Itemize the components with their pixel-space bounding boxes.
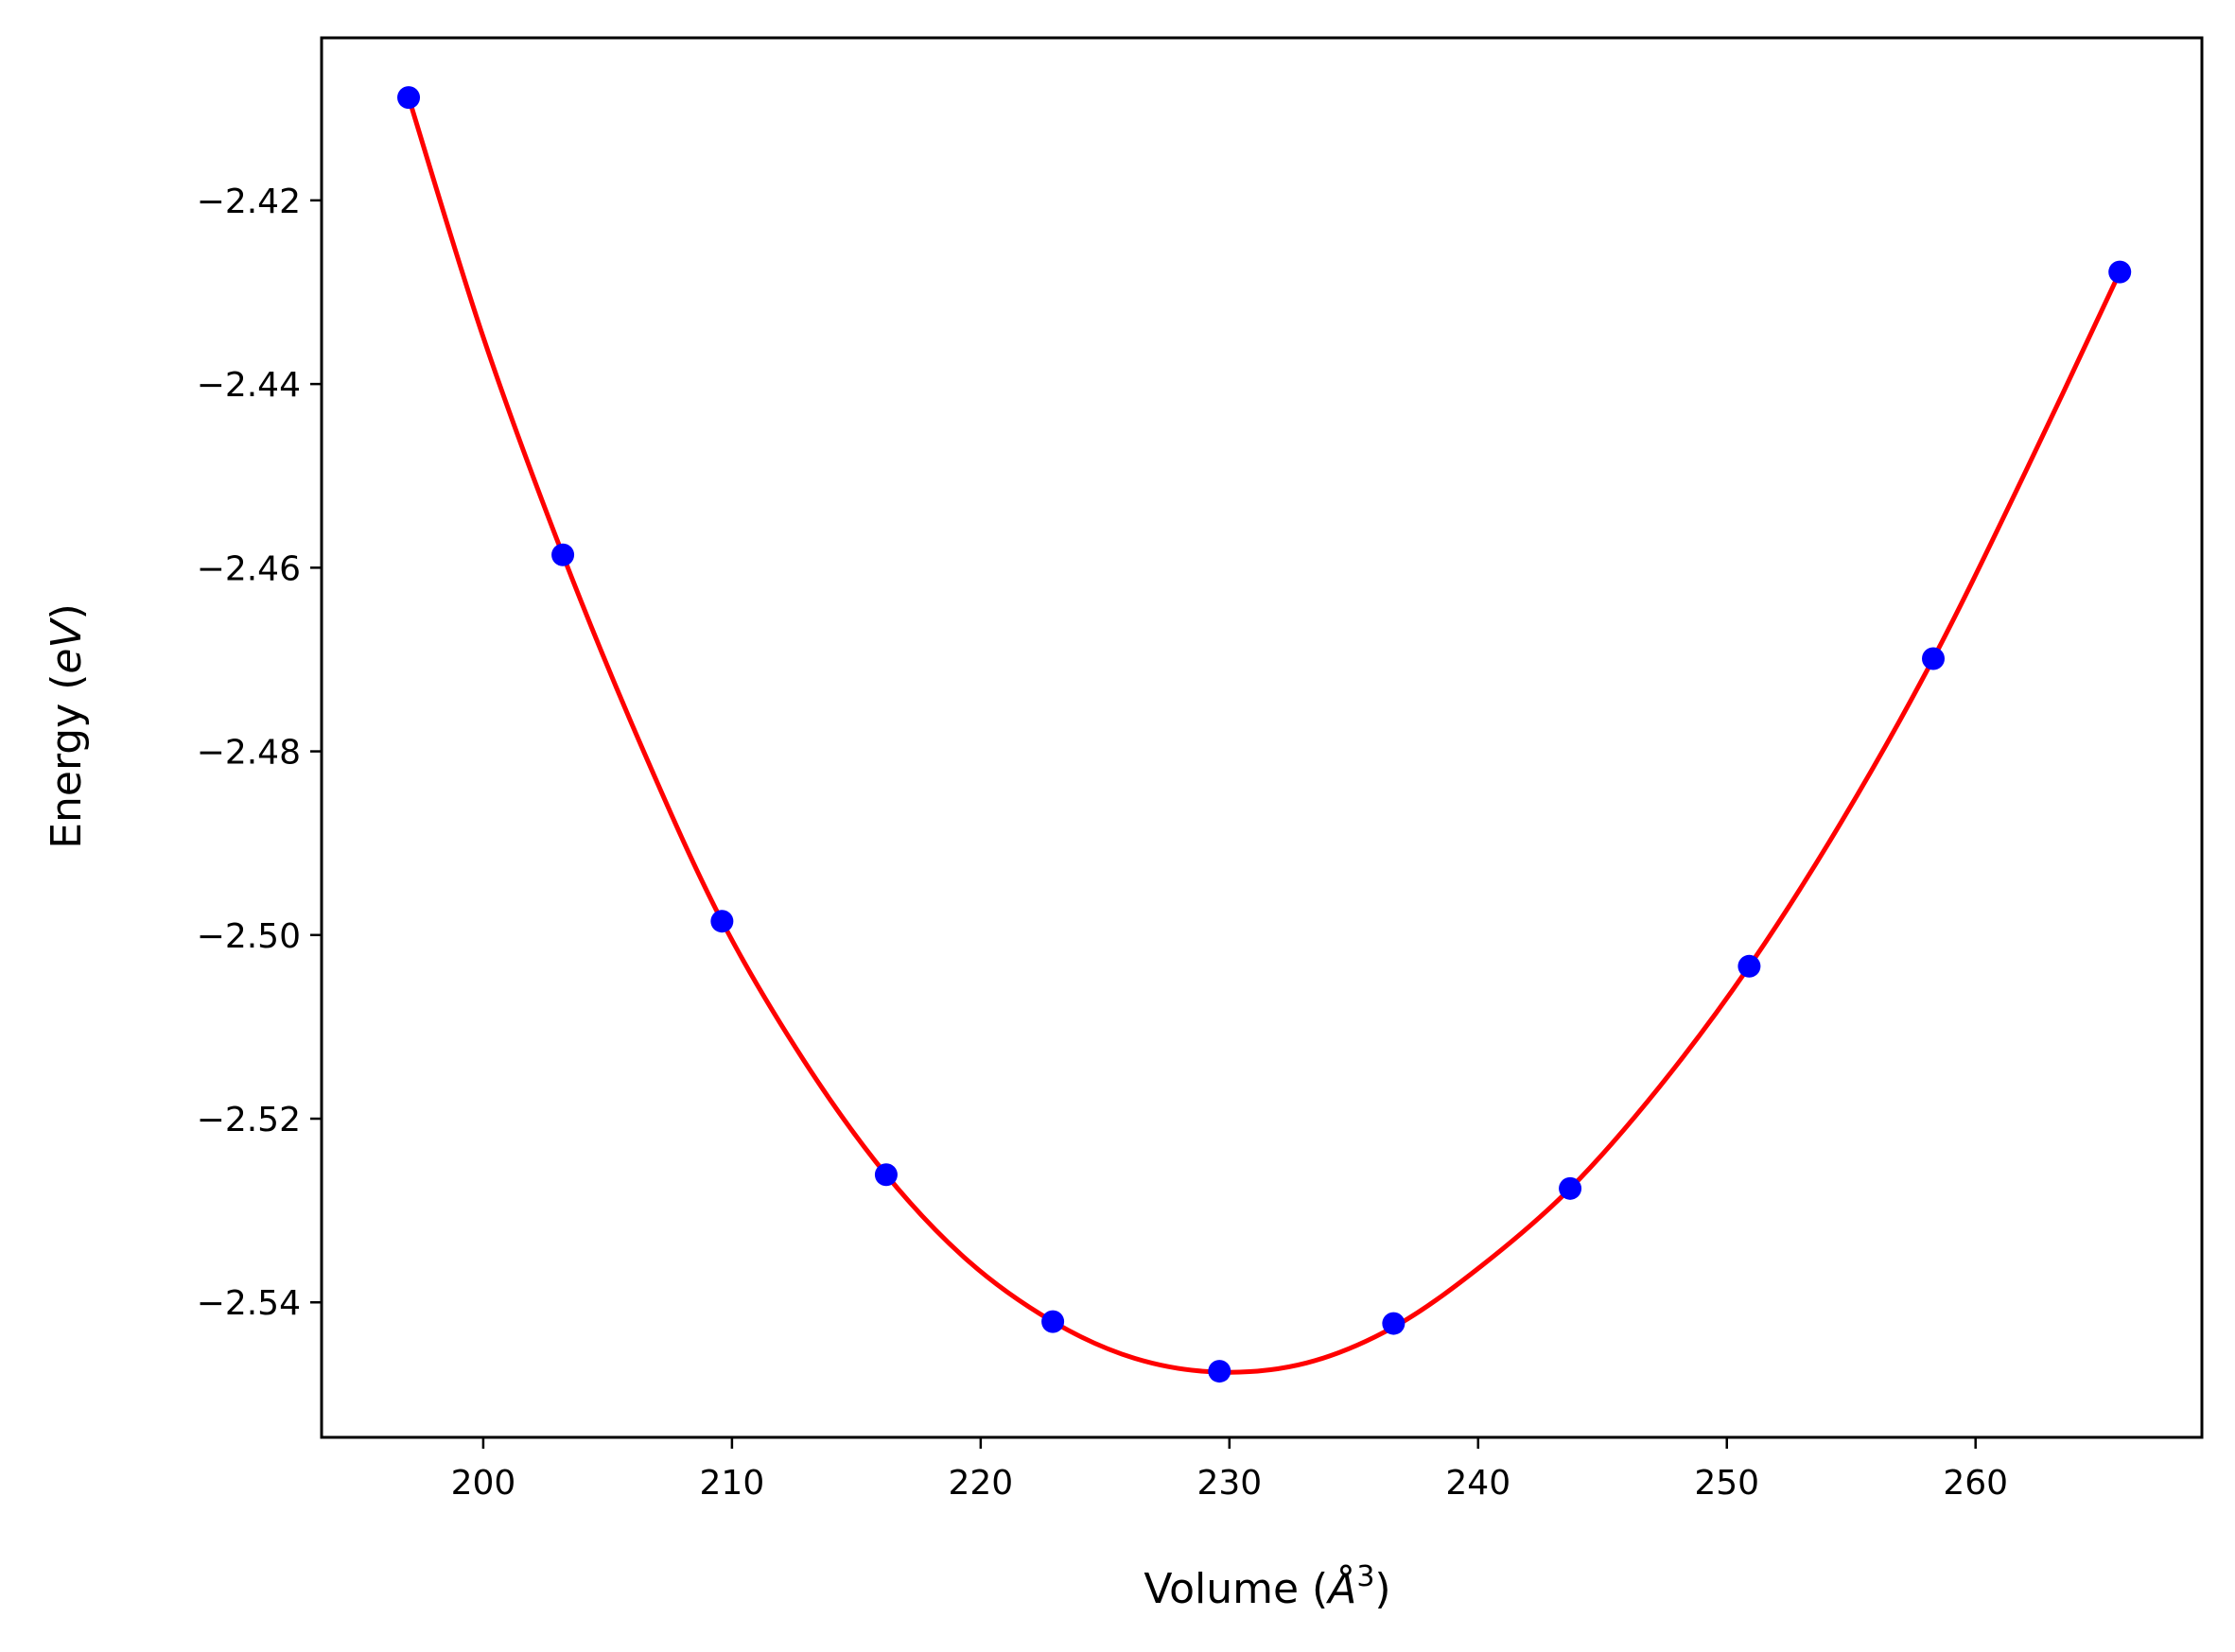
x-tick-label: 220	[948, 1464, 1013, 1503]
plot-frame	[320, 36, 2204, 1439]
data-point	[551, 543, 575, 566]
y-axis-label-unit: eV	[43, 617, 91, 674]
data-point	[1041, 1310, 1065, 1333]
x-axis-label-unit: Å	[1325, 1563, 1356, 1613]
y-tick-label: −2.48	[197, 734, 301, 773]
data-point	[2108, 260, 2132, 284]
x-axis: 200 210 220 230 240 250 260	[451, 1437, 2008, 1503]
x-tick-label: 210	[700, 1464, 765, 1503]
y-tick-label: −2.44	[197, 366, 301, 405]
y-axis-label-prefix: Energy (	[43, 674, 91, 849]
data-point	[1208, 1360, 1231, 1383]
y-axis: −2.42 −2.44 −2.46 −2.48 −2.50 −2.52 −2.54	[197, 183, 322, 1323]
y-axis-label-suffix: )	[43, 603, 91, 619]
data-point	[874, 1163, 898, 1187]
data-point	[1737, 954, 1761, 978]
data-point	[1559, 1176, 1582, 1200]
y-tick-label: −2.42	[197, 183, 301, 221]
data-point	[710, 910, 734, 933]
data-point	[1922, 647, 1945, 670]
x-tick-label: 230	[1196, 1464, 1262, 1503]
x-axis-label-suffix: )	[1374, 1565, 1390, 1613]
x-tick-label: 260	[1943, 1464, 2008, 1503]
data-point	[397, 86, 421, 110]
x-axis-label-exponent: 3	[1356, 1560, 1374, 1593]
x-tick-label: 200	[451, 1464, 516, 1503]
x-tick-label: 250	[1694, 1464, 1759, 1503]
x-axis-label-prefix: Volume (	[1144, 1565, 1328, 1613]
data-point	[1382, 1312, 1406, 1335]
x-axis-label: Volume (Å3)	[1144, 1560, 1390, 1613]
series-layer	[397, 86, 2132, 1383]
y-tick-label: −2.46	[197, 549, 301, 588]
y-tick-label: −2.54	[197, 1284, 301, 1323]
y-axis-label: Energy (eV)	[43, 603, 91, 849]
y-tick-label: −2.50	[197, 917, 301, 956]
y-tick-label: −2.52	[197, 1101, 301, 1139]
x-tick-label: 240	[1445, 1464, 1510, 1503]
